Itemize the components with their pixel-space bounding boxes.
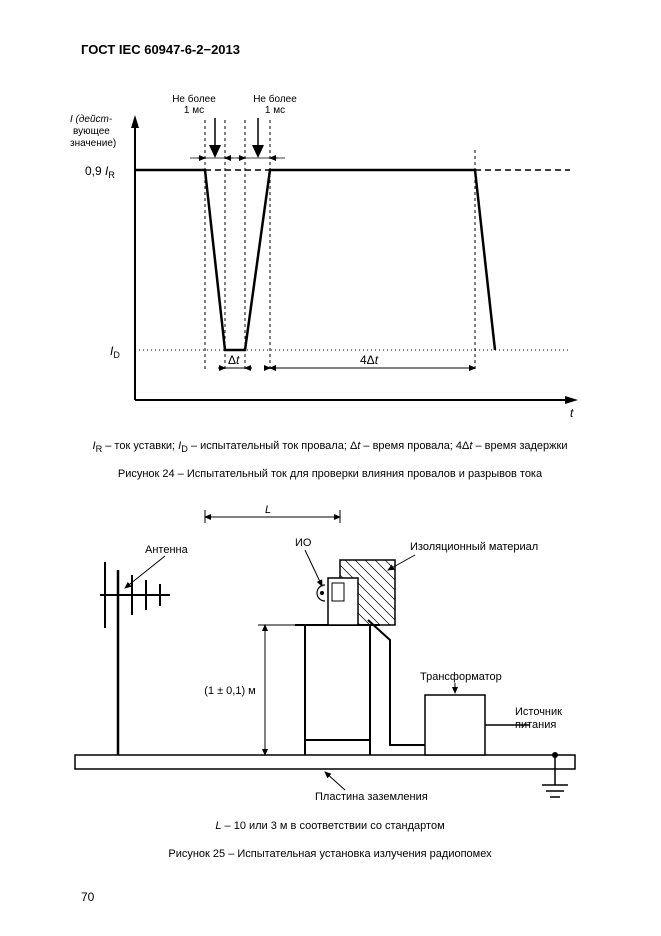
figure-25-note: L – 10 или 3 м в соответствии со стандар… [70,820,590,832]
svg-text:Не более: Не более [253,93,297,105]
svg-text:Трансформатор: Трансформатор [420,671,502,683]
svg-text:Изоляционный материал: Изоляционный материал [410,541,538,553]
svg-text:Не более: Не более [172,93,216,105]
figure-24: I (дейст- вующее значение) 0,9 IR ID Не … [70,90,590,430]
figure-25-caption: Рисунок 25 – Испытательная установка изл… [70,848,590,860]
svg-text:Антенна: Антенна [145,544,189,556]
svg-text:1 мс: 1 мс [265,105,285,116]
page-number: 70 [81,890,94,904]
svg-text:Δt: Δt [228,353,240,367]
svg-text:t: t [570,406,574,420]
svg-text:вующее: вующее [73,126,110,137]
figure-24-legend: IR – ток уставки; ID – испытательный ток… [70,440,590,454]
figure-24-caption: Рисунок 24 – Испытательный ток для прове… [70,468,590,480]
svg-text:ИО: ИО [295,537,312,549]
svg-text:значение): значение) [70,138,116,149]
svg-text:Пластина заземления: Пластина заземления [315,791,428,803]
figure-25: L Антенна [70,500,590,810]
svg-text:0,9 IR: 0,9 IR [85,164,115,180]
svg-text:питания: питания [515,719,556,731]
svg-text:(1 ± 0,1) м: (1 ± 0,1) м [204,685,256,697]
figure-24-svg: I (дейст- вующее значение) 0,9 IR ID Не … [70,90,590,430]
svg-text:1 мс: 1 мс [184,105,204,116]
svg-text:4Δt: 4Δt [360,353,379,367]
document-header: ГОСТ IEC 60947-6-2−2013 [81,42,240,57]
svg-text:I (дейст-: I (дейст- [70,114,113,125]
figure-25-svg: L Антенна [70,500,590,820]
svg-text:ID: ID [110,344,120,360]
svg-text:L: L [265,504,271,516]
svg-text:Источник: Источник [515,706,562,718]
